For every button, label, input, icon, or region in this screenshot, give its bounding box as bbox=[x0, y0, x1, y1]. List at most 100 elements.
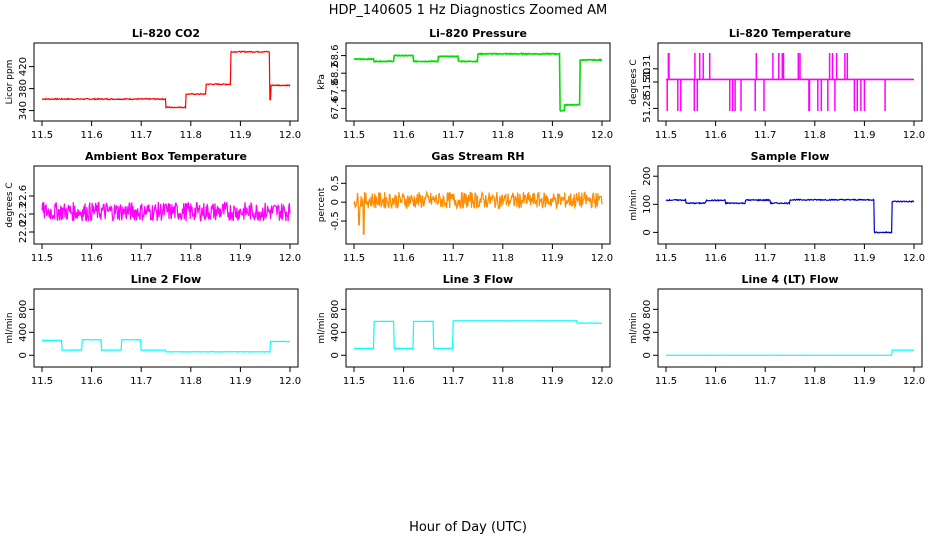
x-tick-label: 12.0 bbox=[903, 130, 925, 141]
x-tick-label: 11.8 bbox=[180, 376, 202, 387]
x-tick-label: 11.6 bbox=[704, 253, 726, 264]
x-tick-label: 11.5 bbox=[31, 130, 53, 141]
y-tick-label: 420 bbox=[18, 57, 29, 76]
series-spikes bbox=[666, 53, 886, 111]
x-tick-label: 12.0 bbox=[279, 253, 301, 264]
y-tick-label: 800 bbox=[642, 300, 653, 319]
panel-1: Li–820 CO2 11.5 11.6 11.7 11.8 11.9 12.0 340 380… bbox=[5, 27, 301, 141]
y-tick-label: 340 bbox=[18, 101, 29, 120]
y-tick-label: 51.31 bbox=[642, 54, 653, 83]
x-tick-label: 11.7 bbox=[754, 130, 776, 141]
y-tick-label: 400 bbox=[642, 323, 653, 342]
y-tick-label: 200 bbox=[642, 167, 653, 186]
y-tick-label: 100 bbox=[642, 195, 653, 214]
plot-frame bbox=[33, 288, 299, 368]
panel-title: Line 2 Flow bbox=[131, 273, 201, 286]
series-line bbox=[41, 338, 291, 353]
series-line bbox=[41, 50, 291, 110]
y-tick-label: 67.8 bbox=[330, 80, 341, 102]
y-tick-label: 0 bbox=[642, 352, 653, 358]
plot-frame bbox=[657, 288, 923, 368]
plot-frame bbox=[33, 42, 299, 122]
y-axis-label: kPa bbox=[317, 74, 327, 90]
x-tick-label: 11.8 bbox=[804, 253, 826, 264]
x-tick-label: 11.7 bbox=[130, 253, 152, 264]
series-line bbox=[665, 198, 915, 234]
y-tick-label: 68.2 bbox=[330, 62, 341, 84]
x-tick-label: 11.7 bbox=[442, 376, 464, 387]
y-tick-label: 400 bbox=[18, 323, 29, 342]
x-tick-label: 11.9 bbox=[853, 253, 875, 264]
y-tick-label: 51.30 bbox=[642, 68, 653, 97]
series-line bbox=[41, 200, 291, 223]
y-tick-label: 22.6 bbox=[18, 185, 29, 207]
x-tick-label: 11.7 bbox=[442, 253, 464, 264]
x-tick-label: 11.9 bbox=[229, 253, 251, 264]
panel-title: Sample Flow bbox=[751, 150, 830, 163]
x-tick-label: 11.9 bbox=[853, 376, 875, 387]
x-tick-label: 11.6 bbox=[392, 130, 414, 141]
x-tick-label: 12.0 bbox=[591, 376, 613, 387]
x-tick-label: 11.7 bbox=[442, 130, 464, 141]
panel-8: Line 3 Flow 11.5 11.6 11.7 11.8 11.9 12.0 0 400 8… bbox=[317, 273, 613, 387]
x-tick-label: 11.5 bbox=[655, 253, 677, 264]
x-tick-label: 11.8 bbox=[804, 376, 826, 387]
y-axis-label: ml/min bbox=[317, 312, 327, 343]
x-tick-label: 11.9 bbox=[229, 376, 251, 387]
panel-title: Li–820 Pressure bbox=[429, 27, 527, 40]
y-tick-label: 0 bbox=[18, 352, 29, 358]
y-tick-label: 0.5 bbox=[330, 175, 341, 191]
x-tick-label: 11.5 bbox=[343, 253, 365, 264]
x-tick-label: 11.9 bbox=[541, 130, 563, 141]
x-tick-label: 11.9 bbox=[853, 130, 875, 141]
x-tick-label: 11.9 bbox=[229, 130, 251, 141]
series-line bbox=[353, 319, 602, 350]
x-tick-label: 11.5 bbox=[31, 253, 53, 264]
y-tick-label: 51.28 bbox=[642, 94, 653, 123]
y-tick-label: 22.3 bbox=[18, 203, 29, 225]
x-tick-label: 12.0 bbox=[279, 130, 301, 141]
x-tick-label: 11.6 bbox=[704, 376, 726, 387]
y-tick-label: 800 bbox=[18, 300, 29, 319]
y-tick-label: 67.4 bbox=[330, 97, 341, 119]
x-tick-label: 12.0 bbox=[279, 376, 301, 387]
figure-xlabel: Hour of Day (UTC) bbox=[409, 520, 527, 535]
panel-title: Ambient Box Temperature bbox=[85, 150, 247, 163]
y-tick-label: 68.6 bbox=[330, 44, 341, 66]
panel-title: Li–820 Temperature bbox=[729, 27, 851, 40]
panel-2: Li–820 Pressure 11.5 11.6 11.7 11.8 11.9 12.0 6… bbox=[317, 27, 613, 141]
x-tick-label: 11.5 bbox=[343, 130, 365, 141]
y-tick-label: 0 bbox=[642, 229, 653, 235]
x-tick-label: 11.9 bbox=[541, 376, 563, 387]
x-tick-label: 11.8 bbox=[804, 130, 826, 141]
y-axis-label: Licor ppm bbox=[5, 60, 15, 105]
plot-frame bbox=[657, 165, 923, 245]
panel-4: Ambient Box Temperature 11.5 11.6 11.7 11.8 1… bbox=[5, 150, 301, 264]
x-tick-label: 11.9 bbox=[541, 253, 563, 264]
x-tick-label: 11.5 bbox=[343, 376, 365, 387]
panel-3: Li–820 Temperature 11.5 11.6 11.7 11.8 11.9 12… bbox=[629, 27, 925, 141]
panel-title: Li–820 CO2 bbox=[132, 27, 200, 40]
panel-title: Line 4 (LT) Flow bbox=[742, 273, 839, 286]
plot-frame bbox=[345, 42, 611, 122]
x-tick-label: 11.8 bbox=[492, 130, 514, 141]
panel-6: Sample Flow 11.5 11.6 11.7 11.8 11.9 12.0 0 100 2… bbox=[629, 150, 925, 264]
y-tick-label: 0 bbox=[330, 352, 341, 358]
x-tick-label: 12.0 bbox=[903, 376, 925, 387]
panel-5: Gas Stream RH 11.5 11.6 11.7 11.8 11.9 12.0 -0.… bbox=[317, 150, 613, 264]
x-tick-label: 11.6 bbox=[392, 376, 414, 387]
x-tick-label: 12.0 bbox=[591, 130, 613, 141]
x-tick-label: 11.6 bbox=[80, 253, 102, 264]
x-tick-label: 12.0 bbox=[591, 253, 613, 264]
x-tick-label: 11.8 bbox=[492, 376, 514, 387]
x-tick-label: 11.8 bbox=[492, 253, 514, 264]
x-tick-label: 11.8 bbox=[180, 130, 202, 141]
x-tick-label: 11.5 bbox=[655, 376, 677, 387]
x-tick-label: 12.0 bbox=[903, 253, 925, 264]
panel-title: Line 3 Flow bbox=[443, 273, 513, 286]
y-tick-label: 400 bbox=[330, 323, 341, 342]
plot-frame bbox=[33, 165, 299, 245]
y-axis-label: degrees C bbox=[629, 59, 639, 104]
y-tick-label: -0.5 bbox=[330, 211, 341, 231]
y-axis-label: degrees C bbox=[5, 182, 15, 227]
